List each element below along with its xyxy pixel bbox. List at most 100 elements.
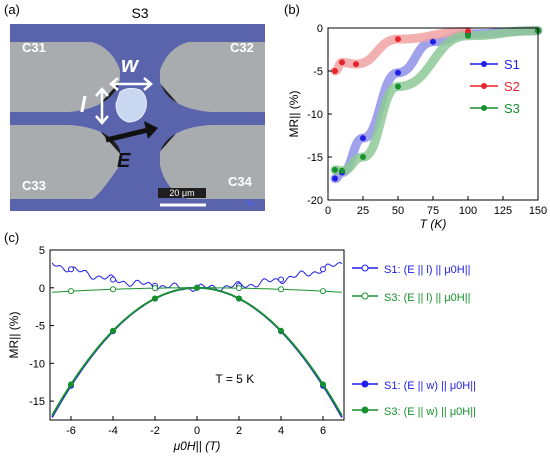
width-double-arrow [109,77,153,91]
legend-label-series-3: S1: (E || w) || μ0H|| [384,380,476,392]
scale-bar-label: 20 μm [169,188,194,198]
curve-marker-series-2 [320,288,326,295]
x-tick-label: 75 [427,205,439,217]
mr-vs-temperature-chart: (b) 0 25 50 75 100 125 150 -20 -15 -10 -5 0 T (K) MR||… [284,2,547,231]
curve-marker-series-4 [152,295,158,302]
legend-label-s3: S3 [504,101,520,116]
x-tick-label: 4 [278,425,284,437]
y-tick-label: 5 [39,245,45,257]
y-tick-label: 0 [39,283,45,295]
y-axis-label: MR|| (%) [287,91,301,138]
contact-label-c31: C31 [22,40,46,55]
data-point-s1 [430,38,436,45]
y-tick-label: -15 [29,396,45,408]
y-tick-label: -10 [29,358,45,370]
contact-label-c34: C34 [228,174,253,189]
legend-marker [481,61,487,67]
mr-vs-temperature-panel: (b) 0 25 50 75 100 125 150 -20 -15 -10 -5 0 T (K) MR||… [280,0,550,231]
x-tick-label: 50 [392,205,404,217]
x-tick-label: 150 [529,205,547,217]
data-point-s2 [395,36,401,43]
legend-marker [481,83,487,89]
mr-vs-field-panel: (c) -6 -4 -2 0 2 4 6 -15 -10 -5 0 5 μ0H|| (T) MR|| (%)… [0,228,550,463]
data-point-s2 [353,61,359,68]
plot-frame [49,249,345,421]
length-symbol: l [80,92,87,117]
x-tick-label: 100 [459,205,477,217]
curve-marker-series-2 [152,285,158,292]
y-axis-label: MR|| (%) [7,312,21,359]
legend-marker [361,264,369,272]
field-symbol: E [117,150,131,172]
y-tick-label: -10 [307,109,323,121]
curve-series-3 [51,286,343,418]
x-axis-label: μ0H|| (T) [173,439,221,453]
contact-label-c32: C32 [230,40,254,55]
curve-marker-series-4 [278,327,284,334]
data-point-s3 [339,167,345,174]
data-point-s3 [332,166,338,173]
x-tick-label: 0 [325,205,331,217]
contact-label-c33: C33 [22,178,46,193]
curve-marker-series-2 [278,286,284,293]
x-tick-label: 6 [320,425,326,437]
y-tick-label: -15 [307,152,323,164]
x-tick-label: -4 [108,425,118,437]
contact-pad-c33 [10,120,130,211]
x-tick-label: 25 [357,205,369,217]
curve-marker-series-4 [68,381,74,388]
curve-series-4 [51,286,343,416]
data-point-s2 [465,28,471,35]
y-tick-label: -5 [35,321,45,333]
panel-label-a: (a) [4,2,20,17]
x-tick-label: 2 [236,425,242,437]
y-tick-label: 0 [317,23,323,35]
x-tick-label: 125 [494,205,512,217]
legend-marker [361,406,369,414]
curve-marker-series-4 [110,327,116,334]
legend-marker [361,292,369,300]
data-point-s3 [395,83,401,90]
device-title: S3 [131,5,148,21]
curve-marker-series-4 [236,295,242,302]
device-micrograph-panel: (a) S3 C31 C32 C33 C34 w l E 20 μm [0,0,275,225]
curve-marker-series-1 [320,266,326,273]
electric-field-arrow [105,121,158,143]
legend-marker [481,105,487,111]
x-tick-label: -6 [66,425,76,437]
curve-marker-series-1 [278,276,284,283]
corner-mark [248,199,254,205]
legend-label-series-1: S1: (E || l) || μ0H|| [384,264,470,276]
length-double-arrow [95,87,109,125]
x-tick-label: -2 [150,425,160,437]
curve-marker-series-2 [110,286,116,293]
curve-marker-series-1 [68,266,74,273]
data-point-s1 [395,69,401,76]
curve-marker-series-4 [194,284,200,291]
mr-vs-field-chart: (c) -6 -4 -2 0 2 4 6 -15 -10 -5 0 5 μ0H|| (T) MR|| (%)… [4,230,476,453]
y-tick-label: -5 [313,66,323,78]
scale-bar-background [158,188,206,198]
data-point-s2 [339,59,345,66]
curve-marker-series-1 [110,276,116,283]
data-point-s3 [465,32,471,39]
x-axis-label: T (K) [420,217,447,231]
data-point-s1 [332,175,338,182]
data-point-s2 [332,68,338,74]
legend-label-series-2: S3: (E || l) || μ0H|| [384,292,470,304]
curve-marker-series-4 [320,381,326,388]
legend-label-series-4: S3: (E || w) || μ0H|| [384,406,476,418]
legend-label-s1: S1 [504,57,520,72]
legend-label-s2: S2 [504,79,520,94]
x-tick-label: 0 [194,425,200,437]
legend-marker [361,380,369,388]
width-symbol: w [121,52,140,77]
sample-flake [115,87,147,123]
data-point-s3 [360,154,366,160]
curve-marker-series-2 [68,288,74,295]
y-tick-label: -20 [307,195,323,207]
data-point-s1 [360,135,366,142]
panel-label-b: (b) [284,2,300,17]
temperature-annotation: T = 5 K [215,372,254,386]
curve-marker-series-2 [236,285,242,292]
